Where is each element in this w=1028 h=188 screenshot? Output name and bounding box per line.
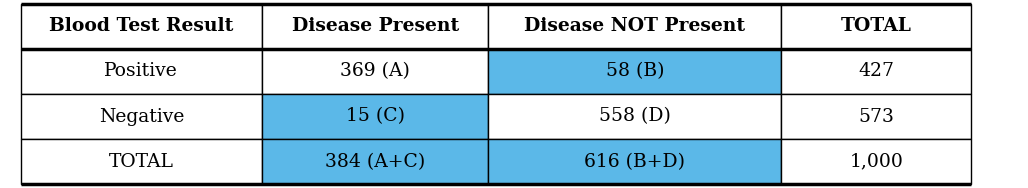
Text: TOTAL: TOTAL	[109, 153, 174, 171]
Text: 573: 573	[858, 108, 894, 126]
Bar	[21, 4, 262, 49]
Bar	[262, 94, 488, 139]
Text: Disease NOT Present: Disease NOT Present	[524, 17, 745, 35]
Text: Disease Present: Disease Present	[292, 17, 458, 35]
Bar	[488, 4, 781, 49]
Bar	[781, 4, 971, 49]
Text: 1,000: 1,000	[849, 153, 904, 171]
Text: Blood Test Result: Blood Test Result	[49, 17, 233, 35]
Bar	[262, 49, 488, 94]
Text: Positive: Positive	[105, 62, 178, 80]
Bar	[488, 94, 781, 139]
Text: 15 (C): 15 (C)	[345, 108, 405, 126]
Text: 58 (B): 58 (B)	[605, 62, 664, 80]
Bar	[781, 4, 971, 49]
Bar	[781, 94, 971, 139]
Bar	[781, 139, 971, 184]
Bar	[488, 94, 781, 139]
Bar	[262, 4, 488, 49]
Bar	[21, 49, 262, 94]
Text: Negative: Negative	[99, 108, 184, 126]
Bar	[262, 49, 488, 94]
Bar	[488, 139, 781, 184]
Bar	[488, 139, 781, 184]
Bar	[21, 94, 262, 139]
Bar	[488, 49, 781, 94]
Bar	[781, 49, 971, 94]
Bar	[21, 4, 262, 49]
Bar	[488, 49, 781, 94]
Text: 558 (D): 558 (D)	[599, 108, 670, 126]
Bar	[262, 139, 488, 184]
Bar	[262, 4, 488, 49]
Text: 369 (A): 369 (A)	[340, 62, 410, 80]
Bar	[21, 94, 262, 139]
Bar	[262, 139, 488, 184]
Bar	[21, 49, 262, 94]
Bar	[262, 94, 488, 139]
Bar	[488, 4, 781, 49]
Text: 384 (A+C): 384 (A+C)	[325, 153, 426, 171]
Bar	[21, 139, 262, 184]
Bar	[781, 94, 971, 139]
Bar	[21, 139, 262, 184]
Text: 616 (B+D): 616 (B+D)	[584, 153, 686, 171]
Text: 427: 427	[858, 62, 894, 80]
Bar	[781, 49, 971, 94]
Text: TOTAL: TOTAL	[841, 17, 912, 35]
Bar	[781, 139, 971, 184]
